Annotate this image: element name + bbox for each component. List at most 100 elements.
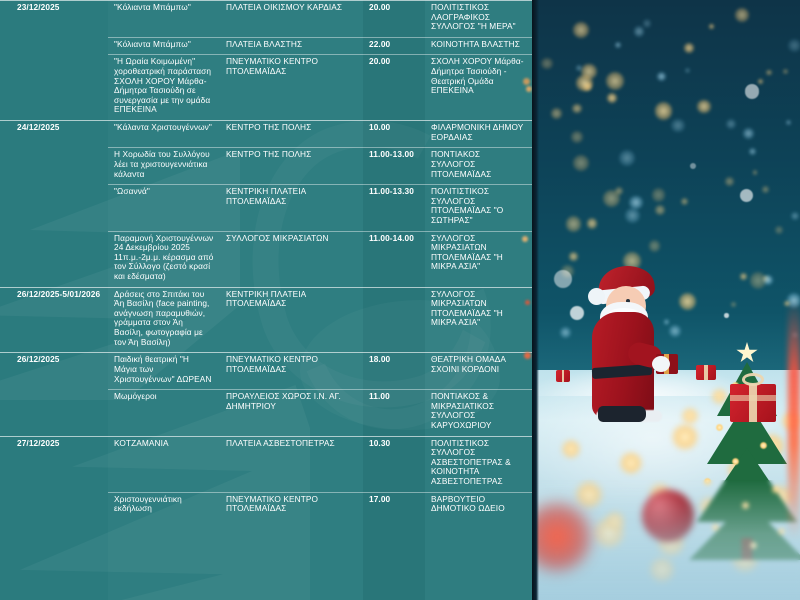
bokeh-light — [619, 149, 636, 167]
cell-time — [363, 286, 425, 353]
schedule-panel: 23/12/2025 "Κόλιαντα Μπάμπω" ΠΛΑΤΕΙΑ ΟΙΚΙΣ… — [0, 0, 532, 519]
bokeh-light — [570, 131, 583, 144]
bokeh-light — [614, 186, 624, 196]
bokeh-light — [629, 195, 643, 210]
bokeh-light — [655, 204, 666, 215]
edge-light-dot — [524, 352, 531, 359]
cell-organizer: ΣΥΛΛΟΓΟΣ ΜΙΚΡΑΣΙΑΤΩΝ ΠΤΟΛΕΜΑΪΔΑΣ "Η ΜΙΚΡ… — [425, 230, 532, 288]
table-row: 24/12/2025 "Κάλαντα Χριστουγέννων" ΚΕΝΤΡΟ … — [0, 120, 532, 148]
table-row: Χριστουγεννιάτικη εκδήλωση ΠΝΕΥΜΑΤΙΚΟ ΚΕΝ… — [0, 491, 532, 519]
gift-box-small — [696, 365, 716, 380]
candle-glow — [672, 424, 698, 450]
cell-date — [0, 390, 108, 436]
cell-time: 11.00-13.30 — [363, 184, 425, 232]
bokeh-light — [624, 207, 640, 223]
bokeh-light — [633, 26, 645, 37]
cell-venue: ΚΕΝΤΡΙΚΗ ΠΛΑΤΕΙΑ ΠΤΟΛΕΜΑΪΔΑΣ — [220, 286, 363, 353]
bokeh-light — [739, 272, 747, 280]
cell-date — [0, 37, 108, 55]
bokeh-light — [657, 72, 667, 82]
cell-time: 11.00-13.00 — [363, 147, 425, 185]
bokeh-light — [709, 24, 715, 30]
table-row: "Η Ωραία Κοιμωμένη" χοροθεατρική παράστα… — [0, 54, 532, 121]
cell-venue: ΠΝΕΥΜΑΤΙΚΟ ΚΕΝΤΡΟ ΠΤΟΛΕΜΑΪΔΑΣ — [220, 491, 363, 519]
cell-date: 26/12/2025 — [0, 352, 108, 390]
table-row: "Κόλιαντα Μπάμπω" ΠΛΑΤΕΙΑ ΒΛΑΣΤΗΣ 22.00 ΚΟΙ… — [0, 36, 532, 55]
cell-venue: ΠΛΑΤΕΙΑ ΟΙΚΙΣΜΟΥ ΚΑΡΔΙΑΣ — [220, 0, 363, 38]
red-light-glow — [532, 502, 592, 572]
cell-venue: ΚΕΝΤΡΟ ΤΗΣ ΠΟΛΗΣ — [220, 147, 363, 185]
cell-organizer: ΒΑΡΒΟΥΤΕΙΟ ΔΗΜΟΤΙΚΟ ΩΔΕΙΟ — [425, 491, 532, 519]
bokeh-light — [570, 306, 585, 321]
cell-event: "Κόλιαντα Μπάμπω" — [108, 0, 220, 38]
bokeh-light — [572, 103, 582, 114]
bokeh-light — [684, 42, 694, 53]
bokeh-light — [561, 265, 574, 278]
cell-event: Παιδική θεατρική "Η Μάγια των Χριστουγέν… — [108, 352, 220, 390]
cell-organizer: ΠΟΛΙΤΙΣΤΙΚΟΣ ΛΑΟΓΡΑΦΙΚΟΣ ΣΥΛΛΟΓΟΣ "Η ΜΕΡ… — [425, 0, 532, 38]
cell-organizer: ΚΟΙΝΟΤΗΤΑ ΒΛΑΣΤΗΣ — [425, 36, 532, 55]
cell-organizer: ΠΟΛΙΤΙΣΤΙΚΟΣ ΣΥΛΛΟΓΟΣ ΠΤΟΛΕΜΑΪΔΑΣ "Ο ΣΩΤ… — [425, 184, 532, 232]
cell-event: Η Χορωδία του Συλλόγου λέει τα χριστουγε… — [108, 147, 220, 185]
edge-light-dot — [525, 300, 530, 305]
santa-claus-figure — [584, 258, 678, 422]
table-row: 27/12/2025 ΚΟΤΖΑΜΑΝΙΑ ΠΛΑΤΕΙΑ ΑΣΒΕΣΤΟΠΕΤΡΑ… — [0, 435, 532, 493]
bokeh-light — [725, 119, 736, 130]
bokeh-light — [671, 118, 685, 133]
cell-event: Παραμονή Χριστουγέννων 24 Δεκεμβρίου 202… — [108, 230, 220, 288]
table-row: Παραμονή Χριστουγέννων 24 Δεκεμβρίου 202… — [0, 230, 532, 288]
bokeh-light — [766, 69, 772, 76]
table-row: 26/12/2025 Παιδική θεατρική "Η Μάγια των … — [0, 352, 532, 390]
photo-seam — [532, 0, 539, 600]
bokeh-light — [735, 8, 749, 22]
bokeh-light — [642, 19, 652, 28]
table-row: Η Χορωδία του Συλλόγου λέει τα χριστουγε… — [0, 147, 532, 185]
red-edge-streak — [788, 300, 800, 540]
bokeh-light — [782, 69, 788, 75]
cell-time: 18.00 — [363, 352, 425, 390]
bokeh-light — [757, 78, 763, 84]
bokeh-light — [680, 197, 688, 205]
candle-glow — [682, 408, 698, 424]
table-row: Μωμόγεροι ΠΡΟΑΥΛΕΙΟΣ ΧΩΡΟΣ Ι.Ν. ΑΓ. ΔΗΜΗΤ… — [0, 389, 532, 437]
santa-eye — [626, 299, 630, 303]
bokeh-light — [731, 302, 737, 307]
bokeh-light — [785, 120, 791, 126]
cell-date — [0, 492, 108, 519]
cell-event: Χριστουγεννιάτικη εκδήλωση — [108, 491, 220, 519]
cell-event: "Κόλιαντα Μπάμπω" — [108, 36, 220, 55]
cell-date — [0, 185, 108, 231]
bokeh-light — [744, 84, 759, 99]
santa-boots — [598, 406, 646, 422]
cell-time: 20.00 — [363, 0, 425, 38]
bokeh-light — [762, 274, 773, 286]
bokeh-light — [605, 71, 624, 90]
cell-venue: ΚΕΝΤΡΟ ΤΗΣ ΠΟΛΗΣ — [220, 120, 363, 148]
bokeh-light — [790, 212, 800, 221]
bokeh-light — [689, 163, 696, 170]
cell-organizer: ΘΕΑΤΡΙΚΗ ΟΜΑΔΑ ΣΧΟΙΝΙ ΚΟΡΔΟΝΙ — [425, 352, 532, 390]
cell-time: 11.00-14.00 — [363, 230, 425, 288]
bokeh-light — [568, 252, 578, 261]
bokeh-light — [648, 240, 661, 252]
cell-time: 10.30 — [363, 435, 425, 493]
cell-organizer: ΣΧΟΛΗ ΧΟΡΟΥ Μάρθα-Δήμητρα Τασιούδη - Θεα… — [425, 54, 532, 121]
tree-star-icon — [736, 342, 758, 363]
edge-light-dot — [526, 86, 532, 92]
cell-time: 11.00 — [363, 389, 425, 437]
bokeh-light — [607, 92, 618, 104]
bokeh-light — [565, 216, 582, 232]
candle-glow — [562, 440, 580, 458]
bokeh-light — [654, 102, 672, 120]
bokeh-light — [752, 170, 757, 175]
bokeh-light — [572, 21, 590, 39]
bokeh-light — [697, 99, 711, 114]
cell-organizer: ΣΥΛΛΟΓΟΣ ΜΙΚΡΑΣΙΑΤΩΝ ΠΤΟΛΕΜΑΪΔΑΣ "Η ΜΙΚΡ… — [425, 286, 532, 353]
bokeh-light — [651, 188, 666, 202]
bokeh-light — [668, 324, 681, 337]
cell-venue: ΠΝΕΥΜΑΤΙΚΟ ΚΕΝΤΡΟ ΠΤΟΛΕΜΑΪΔΑΣ — [220, 352, 363, 390]
santa-hat-pompom — [588, 288, 605, 305]
edge-light-dots — [520, 0, 534, 600]
bokeh-light — [559, 326, 572, 339]
